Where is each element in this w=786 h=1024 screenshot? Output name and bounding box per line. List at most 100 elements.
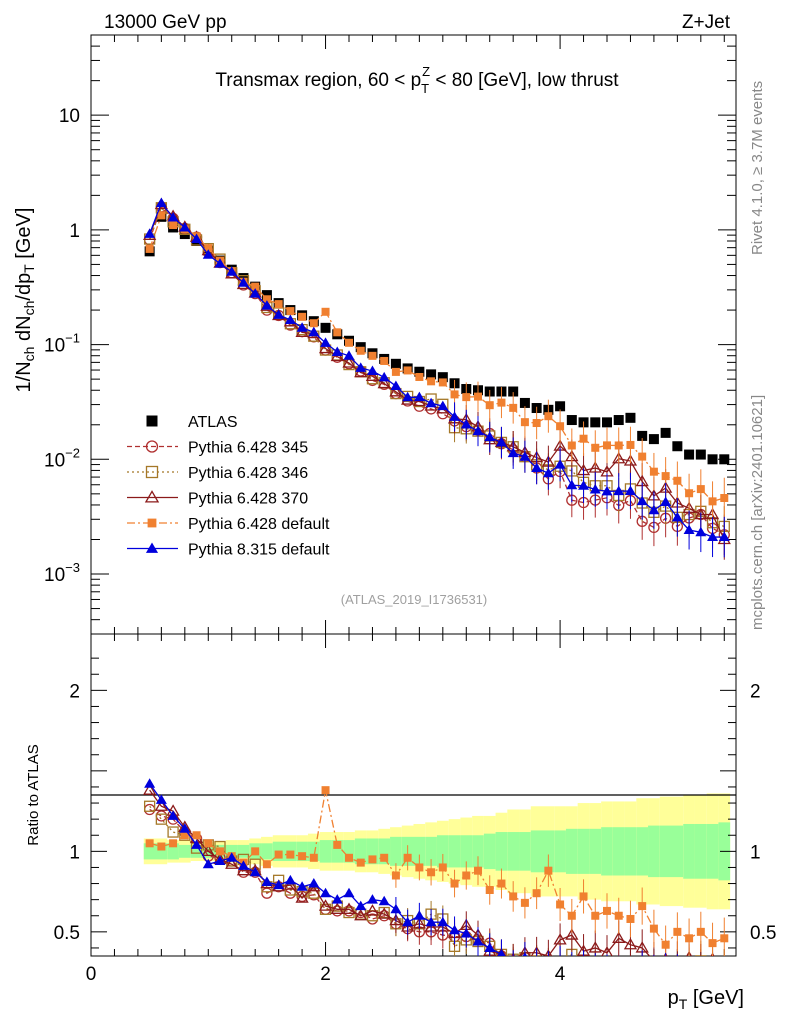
y-tick-label: 10−1 [44, 331, 80, 357]
band-inner-bin [648, 825, 660, 878]
y-tick-label: 10−2 [44, 445, 80, 471]
band-inner-bin [436, 835, 449, 868]
data-point [649, 467, 658, 476]
data-point [684, 449, 695, 460]
data-point [286, 307, 295, 316]
data-point [462, 393, 471, 402]
ratio-point [543, 967, 553, 977]
data-point [368, 351, 377, 360]
ratio-point [284, 874, 296, 885]
header-left: 13000 GeV pp [104, 12, 227, 33]
ratio-point [308, 887, 320, 899]
ratio-point [637, 965, 647, 975]
data-point [343, 350, 355, 360]
ratio-point [719, 972, 729, 982]
data-point [413, 391, 425, 402]
ratio-point [249, 866, 261, 877]
ratio-point [354, 908, 368, 921]
ratio-point [685, 934, 694, 943]
data-point [519, 451, 531, 461]
ratio-point [226, 852, 238, 862]
ratio-point [602, 962, 612, 972]
ratio-point [613, 968, 624, 978]
ratio-point [673, 927, 682, 936]
ratio-series-line [149, 808, 503, 956]
plot-title: Transmax region, 60 < pTZ < 80 [GeV], lo… [215, 64, 619, 96]
ratio-point [333, 840, 342, 849]
data-point [390, 358, 401, 369]
ratio-point [308, 878, 320, 888]
ratio-point [391, 871, 400, 880]
ratio-point [614, 978, 624, 988]
ratio-point [509, 892, 518, 901]
band-inner-bin [167, 843, 179, 860]
band-inner-bin [261, 843, 273, 860]
band-inner-bin [343, 840, 355, 863]
ratio-plot-data [143, 778, 729, 988]
ratio-point [283, 878, 297, 890]
ratio-point [309, 853, 318, 862]
ratio-point [625, 977, 635, 987]
data-point [308, 326, 320, 337]
ratio-point [236, 863, 251, 876]
data-point [437, 372, 448, 383]
data-point [707, 454, 718, 465]
data-point [261, 290, 272, 301]
legend-label: Pythia 6.428 346 [188, 465, 308, 482]
data-point [425, 397, 437, 408]
data-point [355, 362, 367, 372]
legend-label: Pythia 6.428 370 [188, 491, 308, 508]
ratio-point [612, 931, 626, 943]
data-point [262, 295, 271, 304]
data-point [426, 369, 437, 380]
ratio-point [145, 839, 154, 848]
ratio-point [579, 975, 589, 985]
ratio-point [273, 879, 285, 890]
ratio-point [169, 839, 178, 848]
data-point [661, 472, 670, 481]
data-point [331, 346, 343, 357]
ratio-point [672, 969, 682, 979]
y-axis-label: 1/Nch dNch/dpT [GeV] [13, 208, 37, 393]
series-line [149, 214, 725, 503]
ratio-point [602, 972, 612, 982]
ratio-point [365, 904, 380, 916]
ratio-point [579, 892, 588, 901]
ratio-point [296, 881, 308, 891]
ratio-point [614, 911, 623, 920]
ratio-point [321, 786, 330, 795]
ratio-point [413, 910, 425, 920]
ratio-point [519, 945, 531, 956]
data-point [320, 337, 332, 347]
data-point [202, 249, 214, 259]
data-point [191, 233, 203, 244]
band-inner-bin [601, 827, 613, 876]
series-line [149, 201, 725, 538]
ratio-point [261, 887, 273, 899]
ratio-point [438, 863, 447, 872]
svg-text:pT [GeV]: pT [GeV] [668, 987, 744, 1012]
data-point [391, 367, 400, 376]
band-inner-bin [225, 844, 238, 858]
band-inner-bin [390, 836, 402, 866]
ratio-point [179, 823, 191, 833]
ratio-point [368, 855, 377, 864]
y-tick-label: 1 [69, 221, 80, 242]
data-point [169, 221, 178, 230]
band-inner-bin [366, 838, 379, 865]
ratio-point [567, 911, 576, 920]
mcplots-label: mcplots.cern.ch [arXiv:2401.10621] [749, 395, 766, 630]
band-inner-bin [483, 833, 496, 870]
ratio-point [649, 970, 659, 980]
data-point [333, 328, 342, 337]
data-point [673, 476, 682, 485]
data-point [145, 244, 154, 253]
data-point [377, 376, 391, 389]
data-point [437, 400, 449, 411]
ratio-point [274, 850, 283, 859]
legend-entry: Pythia 6.428 370 [127, 490, 308, 508]
ratio-point [676, 954, 679, 956]
ratio-point [720, 934, 729, 943]
ratio-point [143, 800, 156, 812]
ratio-point [474, 866, 482, 875]
